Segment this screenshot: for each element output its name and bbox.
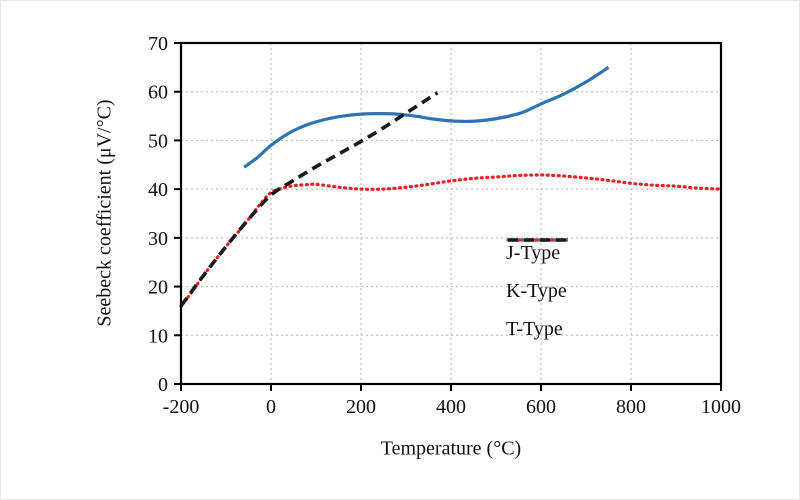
y-tick-label: 10 [148, 325, 168, 347]
legend-line-sample-t-type [508, 238, 568, 242]
series-line-t-type [179, 91, 439, 308]
series-line-j-type [243, 66, 610, 169]
legend-label-k-type: K-Type [506, 279, 567, 302]
y-tick-label: 0 [158, 374, 168, 396]
y-tick-label: 70 [148, 33, 168, 55]
x-tick-label: 0 [266, 396, 276, 418]
legend-label-j-type: J-Type [506, 241, 561, 264]
legend: J-Type K-Type T-Type [506, 234, 570, 348]
y-tick-label: 20 [148, 277, 168, 299]
x-tick-label: 800 [616, 396, 646, 418]
x-tick-label: 200 [346, 396, 376, 418]
legend-item-k-type: K-Type [506, 238, 570, 310]
y-axis-title: Seebeck coefficient (μV/°C) [93, 99, 116, 327]
x-tick-label: 600 [526, 396, 556, 418]
legend-label-t-type: T-Type [506, 317, 563, 340]
x-tick-label: 400 [436, 396, 466, 418]
y-tick-label: 40 [148, 179, 168, 201]
x-tick-label: 1000 [701, 396, 741, 418]
y-tick-label: 60 [148, 82, 168, 104]
y-tick-label: 30 [148, 228, 168, 250]
legend-item-t-type: T-Type [506, 238, 568, 348]
x-axis-title: Temperature (°C) [380, 437, 522, 460]
series-line-k-type [179, 173, 723, 308]
x-tick-label: -200 [163, 396, 200, 418]
y-tick-label: 50 [148, 130, 168, 152]
